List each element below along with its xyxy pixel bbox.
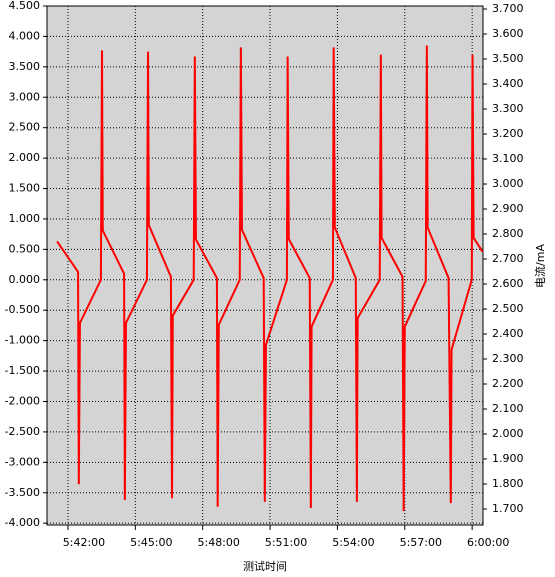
x-tick-label: 5:42:00 <box>63 536 105 549</box>
y-tick-label: -2.000 <box>5 394 40 407</box>
y2-tick-label: 1.800 <box>492 477 524 490</box>
y2-tick-label: 1.700 <box>492 502 524 515</box>
y2-tick-label: 3.500 <box>492 52 524 65</box>
y2-tick-label: 3.100 <box>492 152 524 165</box>
y-tick-label: 3.000 <box>9 90 41 103</box>
y2-tick-label: 3.600 <box>492 27 524 40</box>
x-tick-label: 5:48:00 <box>197 536 239 549</box>
y2-tick-label: 2.300 <box>492 352 524 365</box>
y2-tick-label: 2.800 <box>492 227 524 240</box>
y2-tick-label: 1.900 <box>492 452 524 465</box>
y2-tick-label: 2.200 <box>492 377 524 390</box>
y2-tick-label: 3.700 <box>492 2 524 15</box>
y2-tick-label: 2.100 <box>492 402 524 415</box>
y-tick-label: 1.000 <box>9 212 41 225</box>
y-tick-label: -2.500 <box>5 425 40 438</box>
y2-tick-label: 2.000 <box>492 427 524 440</box>
y2-tick-label: 3.400 <box>492 77 524 90</box>
x-tick-label: 5:51:00 <box>265 536 307 549</box>
y2-tick-label: 2.500 <box>492 302 524 315</box>
y2-tick-label: 3.000 <box>492 177 524 190</box>
y-tick-label: 0.000 <box>9 273 41 286</box>
x-tick-label: 5:54:00 <box>332 536 374 549</box>
x-tick-label: 6:00:00 <box>467 536 509 549</box>
y-tick-label: 2.000 <box>9 151 41 164</box>
y-tick-label: 4.500 <box>9 0 41 12</box>
y2-axis-label: 电流/mA <box>533 244 547 288</box>
y-tick-label: 1.500 <box>9 182 41 195</box>
y-tick-label: 0.500 <box>9 242 41 255</box>
y-tick-label: 2.500 <box>9 121 41 134</box>
y-tick-label: -3.000 <box>5 455 40 468</box>
y2-tick-label: 2.700 <box>492 252 524 265</box>
y-tick-label: -1.500 <box>5 364 40 377</box>
x-tick-label: 5:57:00 <box>400 536 442 549</box>
data-line <box>56 45 484 512</box>
y2-tick-label: 3.300 <box>492 102 524 115</box>
y-tick-label: 3.500 <box>9 60 41 73</box>
y2-tick-label: 2.900 <box>492 202 524 215</box>
y-tick-label: -1.000 <box>5 334 40 347</box>
y-tick-label: 4.000 <box>9 29 41 42</box>
y-tick-label: -3.500 <box>5 486 40 499</box>
x-axis-label: 测试时间 <box>243 560 287 573</box>
y2-tick-label: 3.200 <box>492 127 524 140</box>
y2-tick-label: 2.600 <box>492 277 524 290</box>
y2-tick-label: 2.400 <box>492 327 524 340</box>
x-tick-label: 5:45:00 <box>130 536 172 549</box>
y-tick-label: -4.000 <box>5 516 40 529</box>
y-tick-label: -0.500 <box>5 303 40 316</box>
